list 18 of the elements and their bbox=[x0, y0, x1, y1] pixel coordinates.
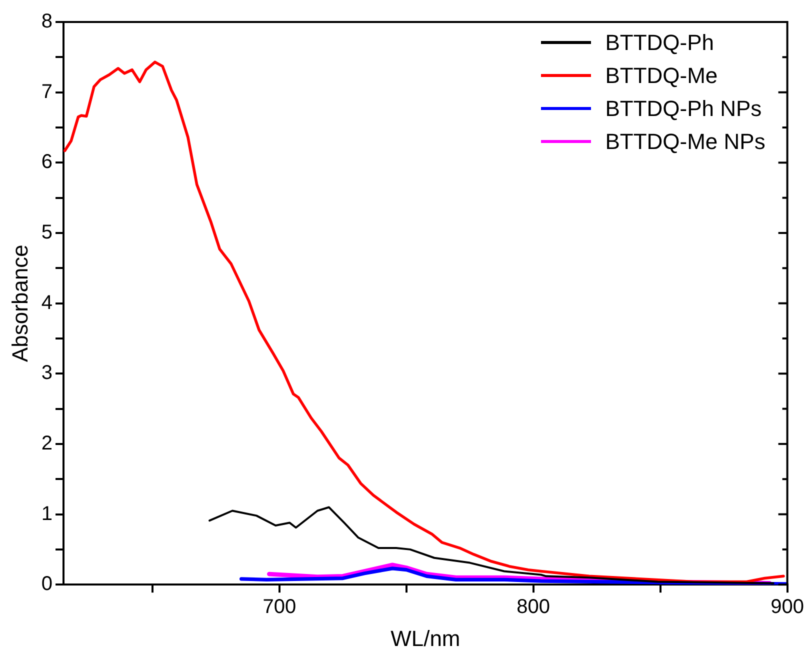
y-tick-label: 5 bbox=[41, 221, 53, 244]
legend-label: BTTDQ-Ph NPs bbox=[605, 95, 762, 123]
y-tick-label: 6 bbox=[41, 151, 53, 174]
legend-label: BTTDQ-Me NPs bbox=[605, 128, 766, 156]
x-tick-label: 800 bbox=[516, 596, 550, 618]
y-tick-label: 0 bbox=[41, 573, 53, 596]
legend-label: BTTDQ-Me bbox=[605, 62, 718, 90]
y-tick-label: 1 bbox=[41, 502, 53, 525]
y-tick-label: 8 bbox=[41, 10, 53, 33]
y-tick-label: 4 bbox=[41, 292, 53, 314]
y-tick-label: 3 bbox=[41, 362, 53, 384]
legend-label: BTTDQ-Ph bbox=[605, 29, 714, 57]
x-tick-label: 900 bbox=[770, 596, 804, 618]
y-axis-title: Absorbance bbox=[7, 244, 32, 362]
x-axis-title: WL/nm bbox=[390, 626, 460, 651]
y-tick-label: 7 bbox=[41, 80, 53, 103]
y-tick-label: 2 bbox=[41, 432, 53, 454]
x-tick-label: 700 bbox=[262, 596, 296, 618]
